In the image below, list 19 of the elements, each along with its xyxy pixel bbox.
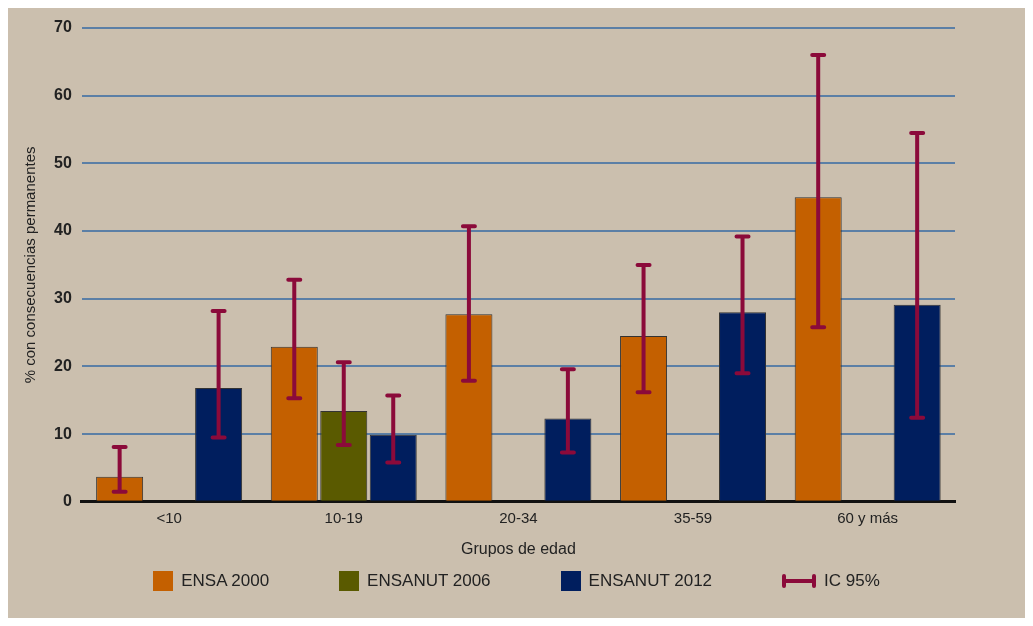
x-tick-label: 60 y más <box>837 508 899 526</box>
legend-label: ENSANUT 2012 <box>588 571 713 591</box>
legend-label: ENSA 2000 <box>181 571 270 591</box>
y-tick-label: 70 <box>54 18 72 36</box>
y-tick-label: 20 <box>54 356 72 374</box>
y-tick-label: 10 <box>54 424 72 442</box>
x-tick-label: <10 <box>156 508 182 526</box>
y-axis-title: % con consecuencias permanentes <box>21 146 39 384</box>
x-axis-title: Grupos de edad <box>461 539 576 557</box>
x-tick-label: 10-19 <box>324 508 363 526</box>
y-tick-label: 0 <box>62 492 72 510</box>
y-tick-label: 60 <box>54 86 72 104</box>
y-tick-label: 30 <box>54 289 72 307</box>
text: IC 95% <box>824 571 880 591</box>
legend-label: ENSANUT 2006 <box>367 571 491 591</box>
y-tick-label: 40 <box>54 221 72 239</box>
x-tick-label: 20-34 <box>499 508 538 526</box>
x-tick-label: 35-59 <box>673 508 713 526</box>
y-tick-label: 50 <box>54 153 72 171</box>
